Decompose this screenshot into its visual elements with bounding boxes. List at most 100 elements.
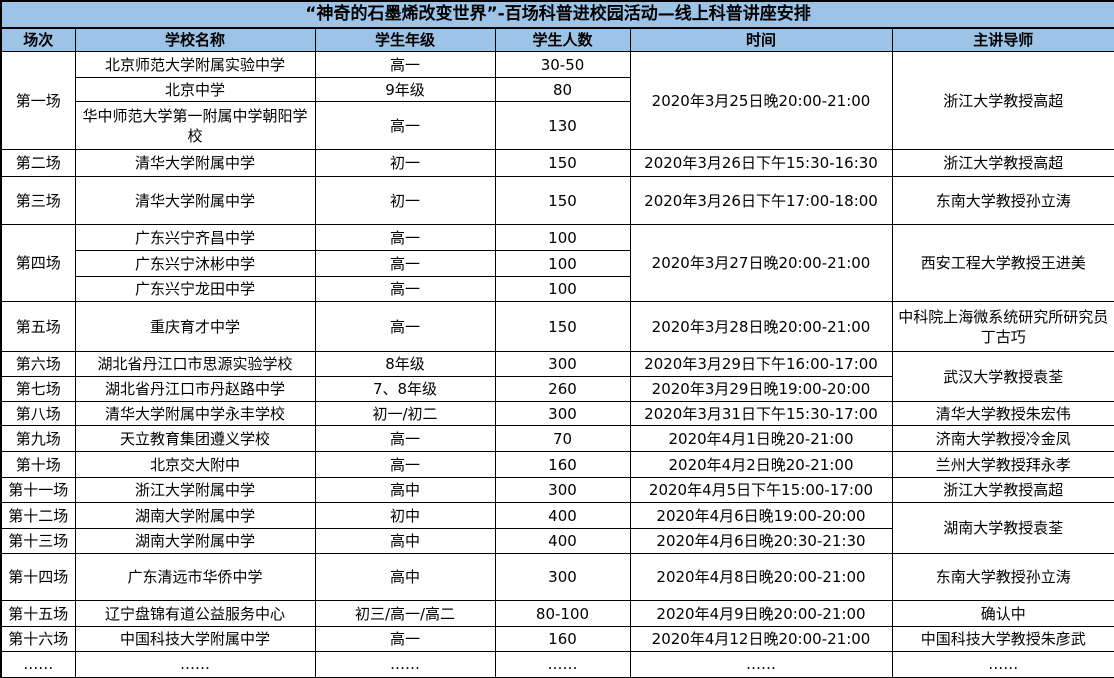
- table-cell: 2020年3月26日下午17:00-18:00: [629, 176, 893, 226]
- table-cell: 北京中学: [74, 77, 316, 103]
- table-cell: 浙江大学教授高超: [891, 51, 1114, 151]
- table-cell: 高一: [314, 51, 496, 79]
- table-row: 第十三场 湖南大学附属中学 高中 400 2020年4月6日晚20:30-21:30: [0, 528, 1114, 555]
- table-cell: 第十三场: [0, 528, 76, 555]
- table-cell: 湖北省丹江口市思源实验学校: [74, 351, 316, 378]
- table-row: 第七场 湖北省丹江口市丹赵路中学 7、8年级 260 2020年3月29日晚19:00-…: [0, 376, 1114, 403]
- table-cell: 清华大学附属中学: [74, 149, 316, 178]
- table-cell: 300: [494, 553, 631, 602]
- table-cell: 9年级: [314, 77, 496, 103]
- table-cell: ……: [74, 651, 316, 678]
- table-cell: 2020年4月9日晚20:00-21:00: [629, 600, 893, 628]
- table-cell: 确认中: [891, 600, 1114, 628]
- table-cell: 高中: [314, 528, 496, 555]
- table-cell: 湖南大学教授袁荃: [891, 502, 1114, 555]
- table-cell: 重庆育才中学: [74, 301, 316, 353]
- table-cell: 2020年3月26日下午15:30-16:30: [629, 149, 893, 178]
- table-cell: ……: [629, 651, 893, 678]
- table-cell: ……: [891, 651, 1114, 678]
- table-row: 第十六场 中国科技大学附属中学 高一 160 2020年4月12日晚20:00-21:0…: [0, 626, 1114, 653]
- table-cell: 2020年3月25日晚20:00-21:00: [629, 51, 893, 151]
- table-cell: 2020年4月1日晚20-21:00: [629, 425, 893, 453]
- table-cell: 湖南大学附属中学: [74, 528, 316, 555]
- table-cell: 第八场: [0, 401, 76, 427]
- table-cell: 广东兴宁沐彬中学: [74, 250, 316, 278]
- table-cell: 100: [494, 224, 631, 252]
- table-cell: 高一: [314, 451, 496, 479]
- table-cell: 70: [494, 425, 631, 453]
- table-cell: 150: [494, 149, 631, 178]
- table-cell: 兰州大学教授拜永孝: [891, 451, 1114, 479]
- table-cell: 初一: [314, 176, 496, 226]
- table-cell: 清华大学教授朱宏伟: [891, 401, 1114, 427]
- table-cell: 第七场: [0, 376, 76, 403]
- table-cell: 130: [494, 101, 631, 151]
- table-cell: 第五场: [0, 301, 76, 353]
- table-row: 第一场 北京师范大学附属实验中学 高一 30-50 2020年3月25日晚20:00-2…: [0, 51, 1114, 151]
- table-cell: 济南大学教授冷金凤: [891, 425, 1114, 453]
- table-cell: 中科院上海微系统研究所研究员丁古巧: [891, 301, 1114, 353]
- table-cell: 辽宁盘锦有道公益服务中心: [74, 600, 316, 628]
- table-cell: 2020年4月12日晚20:00-21:00: [629, 626, 893, 653]
- table-cell: 第四场: [0, 224, 76, 303]
- table-cell: 400: [494, 502, 631, 530]
- table-cell: 80: [494, 77, 631, 103]
- table-cell: 初中: [314, 502, 496, 530]
- table-row: 第九场 天立教育集团遵义学校 高一 70 2020年4月1日晚20-21:00 济南大学教…: [0, 425, 1114, 453]
- table-cell: 400: [494, 528, 631, 555]
- table-row: 广东兴宁龙田中学 高一 100: [1, 276, 1114, 303]
- table-cell: 30-50: [494, 51, 631, 79]
- table-cell: 第十五场: [0, 600, 76, 628]
- table-cell: 7、8年级: [314, 376, 496, 403]
- column-header-session: 场次: [0, 27, 76, 53]
- table-cell: 中国科技大学附属中学: [74, 626, 316, 653]
- table-cell: 2020年4月5日下午15:00-17:00: [629, 477, 893, 504]
- table-cell: 湖南大学附属中学: [74, 502, 316, 530]
- table-cell: ……: [314, 651, 496, 678]
- table-cell: 东南大学教授孙立涛: [891, 176, 1114, 226]
- table-row: 第十二场 湖南大学附属中学 初中 400 2020年4月6日晚19:00-20:00 湖南…: [0, 502, 1114, 555]
- table-cell: 第一场: [0, 51, 76, 151]
- table-cell: 2020年3月29日下午16:00-17:00: [629, 351, 893, 378]
- column-header-school-name: 学校名称: [74, 27, 316, 53]
- table-cell: 清华大学附属中学永丰学校: [74, 401, 316, 427]
- table-row: 第八场 清华大学附属中学永丰学校 初一/初二 300 2020年3月31日下午15:30…: [0, 401, 1114, 427]
- table-cell: 第十六场: [0, 626, 76, 653]
- table-cell: 北京交大附中: [74, 451, 316, 479]
- table-cell: 中国科技大学教授朱彦武: [891, 626, 1114, 653]
- table-row: ………………………………: [0, 651, 1114, 678]
- table-cell: ……: [0, 651, 76, 678]
- column-header-student-grade: 学生年级: [314, 27, 496, 53]
- table-row: 第十四场 广东清远市华侨中学 高中 300 2020年4月8日晚20:00-21:00 东…: [0, 553, 1114, 602]
- table-cell: 初一/初二: [314, 401, 496, 427]
- table-cell: 天立教育集团遵义学校: [74, 425, 316, 453]
- table-cell: 300: [494, 401, 631, 427]
- table-cell: 2020年4月6日晚19:00-20:00: [629, 502, 893, 530]
- table-cell: 第十一场: [0, 477, 76, 504]
- table-cell: 100: [494, 250, 631, 278]
- table-cell: 高一: [314, 626, 496, 653]
- table-cell: 高一: [314, 276, 496, 303]
- table-cell: 浙江大学教授高超: [891, 477, 1114, 504]
- table-cell: 广东兴宁龙田中学: [74, 276, 316, 303]
- table-cell: 西安工程大学教授王进美: [891, 224, 1114, 303]
- table-cell: 2020年3月28日晚20:00-21:00: [629, 301, 893, 353]
- table-body: 第一场 北京师范大学附属实验中学 高一 30-50 2020年3月25日晚20:00-2…: [0, 51, 1114, 678]
- table-cell: 第十场: [0, 451, 76, 479]
- column-header-lecturer: 主讲导师: [891, 27, 1114, 53]
- table-cell: 300: [494, 351, 631, 378]
- table-cell: 第二场: [0, 149, 76, 178]
- table-cell: 2020年4月2日晚20-21:00: [629, 451, 893, 479]
- table-cell: 第十四场: [0, 553, 76, 602]
- table-cell: 高一: [314, 425, 496, 453]
- table-cell: 高一: [314, 101, 496, 151]
- table-cell: 浙江大学附属中学: [74, 477, 316, 504]
- table-cell: 武汉大学教授袁荃: [891, 351, 1114, 403]
- table-cell: 华中师范大学第一附属中学朝阳学校: [74, 101, 316, 151]
- table-cell: 高中: [314, 553, 496, 602]
- table-cell: 浙江大学教授高超: [891, 149, 1114, 178]
- table-cell: 东南大学教授孙立涛: [891, 553, 1114, 602]
- table-cell: 2020年3月31日下午15:30-17:00: [629, 401, 893, 427]
